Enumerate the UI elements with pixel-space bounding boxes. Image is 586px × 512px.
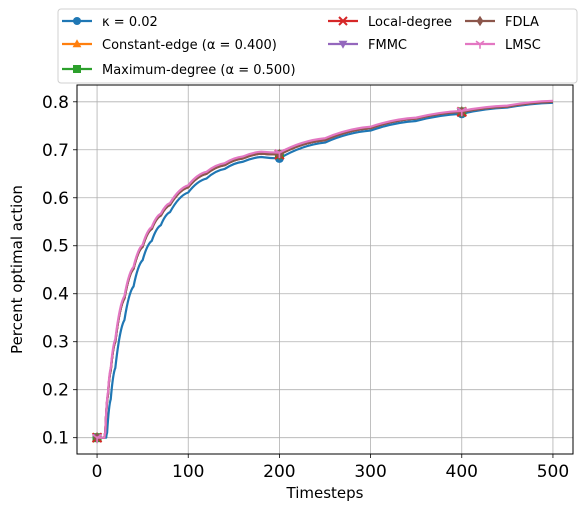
x-axis-label: Timesteps (286, 484, 364, 502)
legend: κ = 0.02 Constant-edge (α = 0.400) Maximum… (57, 8, 578, 84)
legend-marker (476, 15, 484, 27)
axis-ticks: 0 100 200 300 400 500 0.1 0.2 0.3 0.4 0.5 0.6 0.7 0.8 (42, 93, 569, 482)
legend-label: LMSC (505, 38, 541, 53)
grid-lines (77, 85, 573, 454)
x-tick-label: 500 (537, 462, 569, 482)
y-tick-label: 0.8 (42, 93, 69, 113)
series-line (97, 99, 553, 439)
legend-marker (338, 40, 348, 49)
series-marker (456, 107, 467, 117)
series-marker (92, 433, 103, 444)
series-lines (91, 99, 553, 444)
y-tick-label: 0.4 (42, 285, 69, 305)
series-line (97, 100, 553, 439)
series-line (97, 100, 553, 439)
x-tick-label: 200 (263, 462, 295, 482)
legend-marker (338, 16, 348, 26)
x-tick-label: 100 (172, 462, 204, 482)
legend-label: FMMC (368, 38, 407, 53)
legend-box (57, 8, 578, 84)
y-tick-label: 0.6 (42, 189, 69, 209)
x-tick-label: 0 (92, 462, 103, 482)
legend-label: Constant-edge (α = 0.400) (102, 38, 277, 53)
y-tick-label: 0.2 (42, 381, 69, 401)
series-marker (274, 148, 285, 159)
legend-label: Local-degree (368, 15, 452, 30)
legend-marker (73, 17, 81, 25)
series-line (97, 100, 553, 439)
series-line (97, 101, 553, 439)
legend-label: Maximum-degree (α = 0.500) (102, 63, 296, 78)
y-axis-label: Percent optimal action (8, 185, 26, 354)
plot-frame (76, 84, 574, 455)
legend-marker (72, 39, 82, 48)
y-tick-label: 0.5 (42, 237, 69, 257)
series-line (97, 100, 553, 439)
x-tick-label: 400 (446, 462, 478, 482)
legend-marker (475, 40, 485, 49)
y-tick-label: 0.1 (42, 429, 69, 449)
legend-marker (73, 65, 81, 73)
legend-label: FDLA (505, 15, 539, 30)
y-tick-label: 0.3 (42, 333, 69, 353)
series-line (97, 100, 553, 439)
x-tick-label: 300 (354, 462, 386, 482)
y-tick-label: 0.7 (42, 141, 69, 161)
legend-label: κ = 0.02 (102, 15, 158, 30)
